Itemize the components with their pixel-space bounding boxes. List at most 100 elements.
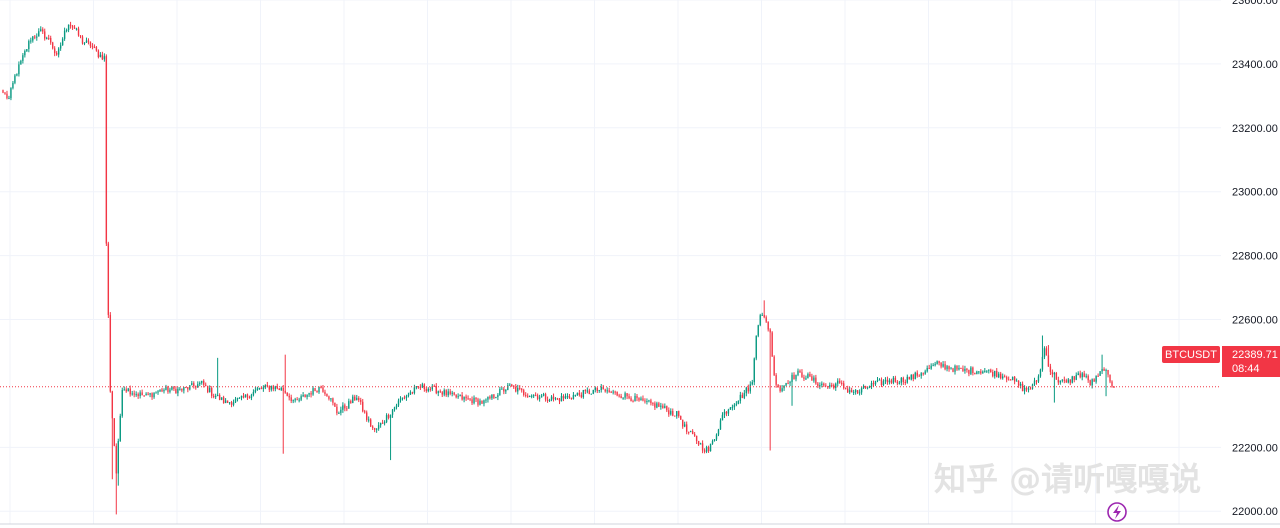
candle-body — [986, 370, 988, 372]
candle-body — [411, 392, 414, 394]
candle-body — [99, 54, 102, 58]
candle-body — [1011, 376, 1014, 380]
candle-body — [894, 377, 897, 382]
candle-body — [926, 368, 928, 372]
candle-body — [296, 399, 298, 401]
price-axis[interactable]: 23600.00 23400.00 23200.00 23000.00 22800.00… — [1221, 0, 1280, 524]
candle-body — [620, 396, 622, 398]
candle-body — [375, 428, 378, 430]
candle-body — [781, 388, 783, 392]
candle-body — [119, 415, 121, 442]
candle-body — [1005, 377, 1008, 380]
candle-body — [197, 384, 199, 388]
candle-body — [1095, 375, 1097, 382]
candle-body — [866, 387, 869, 389]
candle-body — [1111, 381, 1113, 387]
candle-body — [771, 332, 773, 357]
candle-body — [1087, 375, 1089, 381]
candle-body — [954, 365, 956, 372]
candle-body — [85, 40, 88, 43]
candle-body — [916, 372, 918, 376]
candle-body — [668, 410, 670, 415]
price-axis-background — [1221, 0, 1280, 524]
candle-body — [141, 392, 143, 396]
candle-body — [654, 403, 656, 408]
last-price-label: 22389.71 08:44 — [1222, 346, 1280, 377]
candle-body — [89, 41, 92, 47]
candle-body — [737, 400, 740, 404]
candle-body — [626, 393, 628, 397]
candle-body — [534, 395, 537, 397]
candle-body — [93, 46, 96, 48]
candle-body — [364, 411, 366, 413]
candle-body — [664, 406, 666, 408]
candle-body — [238, 397, 241, 399]
candle-body — [1083, 373, 1085, 377]
candle-body — [948, 366, 950, 370]
candle-body — [149, 393, 151, 395]
candle-body — [968, 370, 970, 374]
candle-body — [739, 394, 742, 401]
candle-body — [46, 37, 48, 39]
candle-body — [391, 409, 394, 415]
candle-body — [449, 391, 451, 394]
candle-body — [209, 388, 211, 393]
candle-body — [1013, 376, 1016, 382]
candle-body — [338, 412, 340, 414]
candle-body — [389, 414, 392, 418]
candle-body — [248, 397, 251, 399]
candle-body — [680, 416, 682, 420]
candle-body — [709, 443, 712, 452]
candle-body — [212, 395, 215, 397]
candle-body — [113, 418, 115, 446]
candle-body — [588, 390, 591, 394]
candle-body — [2, 90, 4, 93]
candle-body — [73, 27, 76, 29]
candle-body — [684, 424, 686, 427]
candle-body — [276, 386, 278, 389]
candle-body — [121, 389, 123, 416]
candle-body — [966, 368, 968, 371]
candle-body — [415, 386, 418, 388]
candle-body — [753, 358, 755, 383]
candle-body — [693, 434, 696, 436]
candle-body — [624, 393, 626, 398]
candle-body — [286, 392, 288, 396]
candle-body — [666, 406, 668, 411]
candle-body — [441, 392, 443, 395]
candle-body — [258, 388, 261, 390]
candle-body — [807, 374, 809, 379]
candle-body — [127, 388, 129, 392]
candle-body — [302, 394, 304, 397]
candle-body — [254, 389, 257, 393]
candle-body — [988, 369, 990, 371]
candle-body — [205, 384, 207, 386]
candle-body — [687, 431, 690, 433]
candle-body — [670, 410, 672, 415]
candle-body — [16, 74, 18, 76]
lightning-bolt-icon[interactable] — [1107, 502, 1127, 522]
candle-body — [330, 398, 332, 400]
candle-body — [1057, 379, 1060, 383]
candle-body — [358, 397, 360, 401]
candle-body — [348, 401, 350, 409]
candle-body — [996, 370, 998, 378]
candle-body — [656, 403, 658, 408]
candle-body — [638, 398, 640, 401]
candle-body — [713, 439, 716, 441]
candle-body — [1077, 373, 1079, 376]
candle-body — [183, 387, 185, 391]
candle-body — [956, 365, 958, 370]
candle-body — [318, 386, 320, 393]
candle-body — [646, 401, 648, 403]
candle-body — [528, 395, 531, 397]
candle-body — [773, 356, 775, 376]
candle-body — [403, 397, 406, 399]
candle-body — [485, 399, 487, 401]
candle-body — [161, 389, 163, 392]
candle-body — [125, 389, 127, 392]
candle-body — [829, 384, 831, 387]
candle-body — [560, 396, 563, 402]
candle-body — [38, 31, 40, 37]
